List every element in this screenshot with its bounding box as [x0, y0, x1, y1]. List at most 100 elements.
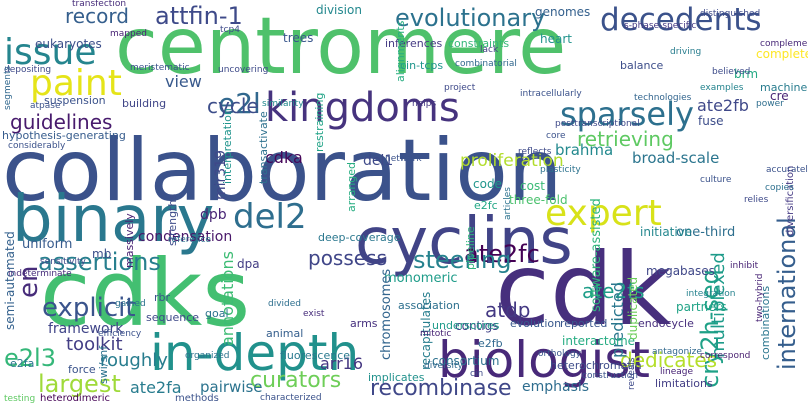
- word: characterized: [260, 393, 322, 403]
- word: lineage: [660, 367, 694, 377]
- word: articles: [503, 187, 513, 220]
- word: transactivate: [257, 111, 270, 184]
- word: semi-automated: [3, 231, 17, 330]
- word: issue: [4, 32, 97, 73]
- word: limitations: [655, 377, 713, 390]
- word: methods: [175, 393, 219, 404]
- word: heterochromatin: [550, 359, 642, 372]
- word: distinguished: [700, 9, 761, 19]
- word: copies: [765, 183, 794, 193]
- word: culture: [700, 175, 732, 185]
- word: relies: [744, 195, 769, 205]
- word: e2l: [218, 87, 261, 120]
- word: guidelines: [10, 110, 113, 134]
- word: endocycle: [638, 317, 694, 330]
- word: initiative: [640, 225, 693, 239]
- word: annotations: [218, 251, 237, 346]
- word: heterodimeric: [40, 393, 110, 404]
- word: eukaryotes: [35, 37, 102, 51]
- word: kingdoms: [265, 85, 460, 131]
- word: lack: [480, 45, 499, 55]
- word: intracellularly: [520, 89, 582, 99]
- word: ate2fb: [697, 96, 749, 115]
- word: heart: [540, 32, 572, 46]
- word: divided: [268, 299, 302, 309]
- word: cyclins: [355, 205, 573, 279]
- word: centromere: [115, 2, 567, 92]
- word: collaboration: [2, 121, 563, 221]
- word: swi/snf: [97, 345, 110, 384]
- word: considerably: [8, 141, 66, 151]
- word: goal: [205, 307, 229, 320]
- word: consortium: [432, 354, 500, 368]
- word: massively: [123, 213, 136, 268]
- word: broad-scale: [632, 149, 720, 167]
- word: sequence: [146, 311, 200, 324]
- word: e2fc: [474, 199, 498, 212]
- word: complete: [756, 47, 808, 61]
- word: cdk: [495, 231, 672, 348]
- word: evolutionary: [395, 4, 546, 32]
- word: similarity: [262, 99, 304, 109]
- word: transfection: [72, 0, 127, 9]
- word: cycle: [207, 94, 259, 118]
- word: record: [65, 4, 129, 28]
- word: possess: [308, 246, 387, 270]
- word: balance: [620, 59, 664, 72]
- word: atdp: [485, 298, 531, 322]
- word: testing: [4, 394, 36, 404]
- word: ate2fc: [464, 240, 540, 268]
- word: fluorescence: [280, 349, 351, 362]
- word: mapped: [110, 29, 147, 39]
- word: two-hybrid: [755, 273, 765, 322]
- word: dpa: [237, 257, 260, 271]
- word: efficiency: [98, 329, 142, 339]
- word: dedicates: [620, 348, 718, 372]
- word: framework: [48, 321, 124, 337]
- word: antagonize: [652, 347, 702, 357]
- word: exist: [303, 309, 325, 319]
- word: evolution: [510, 317, 562, 330]
- word: monomeric: [384, 271, 458, 286]
- word: proliferation: [460, 151, 564, 171]
- word: association: [398, 299, 460, 312]
- word: construction: [582, 371, 638, 381]
- word: condensation: [138, 229, 233, 245]
- word: building: [122, 97, 167, 110]
- word: plasticity: [540, 165, 581, 175]
- word: cost: [520, 179, 545, 193]
- word: del1: [363, 153, 394, 169]
- word: underscores: [432, 319, 500, 332]
- word: animal: [266, 327, 304, 340]
- word: international: [773, 217, 801, 370]
- word: view: [165, 72, 202, 91]
- word: reported: [560, 317, 608, 330]
- word: tcp4: [220, 25, 240, 35]
- word: mb: [92, 247, 112, 261]
- word: accurately: [766, 165, 808, 175]
- word: reference: [168, 235, 211, 245]
- word: cdka: [265, 148, 303, 167]
- word: expert: [545, 193, 662, 234]
- word: largest: [38, 370, 121, 398]
- word: posttranscriptional: [555, 119, 640, 129]
- word: power: [756, 99, 784, 109]
- word: complementary: [760, 39, 808, 49]
- word: explicit: [42, 293, 136, 323]
- word: roughly: [100, 350, 168, 371]
- word: pipeline: [464, 226, 477, 270]
- word: suspension: [44, 94, 106, 107]
- word: dpb: [200, 207, 227, 223]
- word: fuse: [698, 114, 724, 128]
- word: steering: [413, 246, 512, 274]
- word: interpretation: [221, 108, 234, 184]
- word: hypothesis-generating: [2, 129, 126, 142]
- word: indeterminate: [8, 269, 72, 279]
- word: diversification: [785, 165, 796, 236]
- word: project: [444, 83, 476, 93]
- word: gained: [115, 299, 146, 309]
- word: diversity: [424, 361, 463, 371]
- word: arr16: [320, 354, 364, 373]
- word: alignments: [394, 20, 407, 82]
